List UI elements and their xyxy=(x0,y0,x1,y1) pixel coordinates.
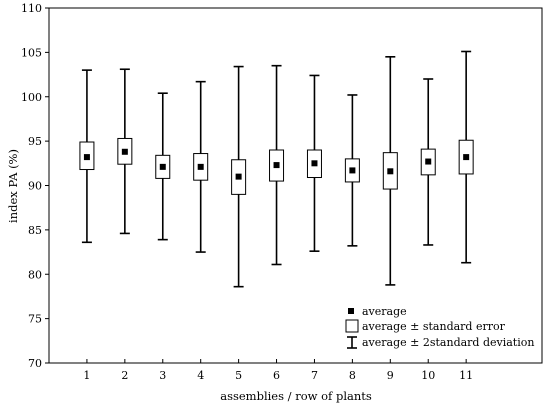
mean-point xyxy=(83,154,90,161)
mean-point xyxy=(349,167,356,174)
x-tick-label: 1 xyxy=(83,369,90,382)
box-group-2 xyxy=(117,68,133,235)
legend-average-marker xyxy=(348,308,354,314)
box-group-5 xyxy=(231,65,247,288)
x-tick-label: 5 xyxy=(235,369,242,382)
y-axis: 70 75 80 85 90 95 100 105 110 xyxy=(21,2,49,370)
y-tick-label: 85 xyxy=(28,224,42,237)
mean-point xyxy=(463,154,470,161)
y-tick-label: 90 xyxy=(28,180,42,193)
mean-point xyxy=(273,162,280,169)
mean-point xyxy=(387,168,394,175)
plot-frame xyxy=(48,7,543,364)
x-tick-label: 11 xyxy=(459,369,473,382)
mean-point xyxy=(311,160,318,167)
box-group-10 xyxy=(420,78,436,246)
box-group-9 xyxy=(382,56,398,286)
box-group-8 xyxy=(344,94,360,247)
legend: average average ± standard error average… xyxy=(345,305,534,349)
series-group xyxy=(79,50,474,288)
x-tick-label: 4 xyxy=(197,369,204,382)
legend-se-marker xyxy=(345,319,359,333)
box-group-7 xyxy=(306,74,322,252)
box-group-11 xyxy=(458,50,474,264)
box-group-4 xyxy=(193,80,209,253)
box-group-3 xyxy=(155,92,171,241)
x-tick-label: 9 xyxy=(387,369,394,382)
mean-point xyxy=(425,158,432,165)
x-tick-label: 10 xyxy=(421,369,435,382)
legend-se-label: average ± standard error xyxy=(362,320,506,333)
y-tick-label: 70 xyxy=(28,357,42,370)
mean-point xyxy=(197,163,204,170)
y-tick-label: 100 xyxy=(21,91,42,104)
x-tick-label: 3 xyxy=(159,369,166,382)
mean-point xyxy=(159,163,166,170)
x-tick-label: 7 xyxy=(311,369,318,382)
legend-sd-label: average ± 2standard deviation xyxy=(362,336,534,349)
y-tick-label: 110 xyxy=(21,2,42,15)
legend-average-label: average xyxy=(362,305,407,318)
y-tick-label: 75 xyxy=(28,313,42,326)
mean-point xyxy=(235,173,242,180)
y-tick-label: 80 xyxy=(28,268,42,281)
y-tick-label: 105 xyxy=(21,46,42,59)
x-axis: 1 2 3 4 5 6 7 8 9 10 11 xyxy=(83,359,473,382)
y-tick-label: 95 xyxy=(28,135,42,148)
box-group-1 xyxy=(79,69,95,244)
x-tick-label: 6 xyxy=(273,369,280,382)
y-axis-title: index PA (%) xyxy=(6,149,20,223)
mean-point xyxy=(121,148,128,155)
legend-sd-marker xyxy=(347,336,357,349)
box-group-6 xyxy=(269,64,285,266)
x-tick-label: 8 xyxy=(349,369,356,382)
x-tick-label: 2 xyxy=(121,369,128,382)
x-axis-title: assemblies / row of plants xyxy=(220,389,372,403)
